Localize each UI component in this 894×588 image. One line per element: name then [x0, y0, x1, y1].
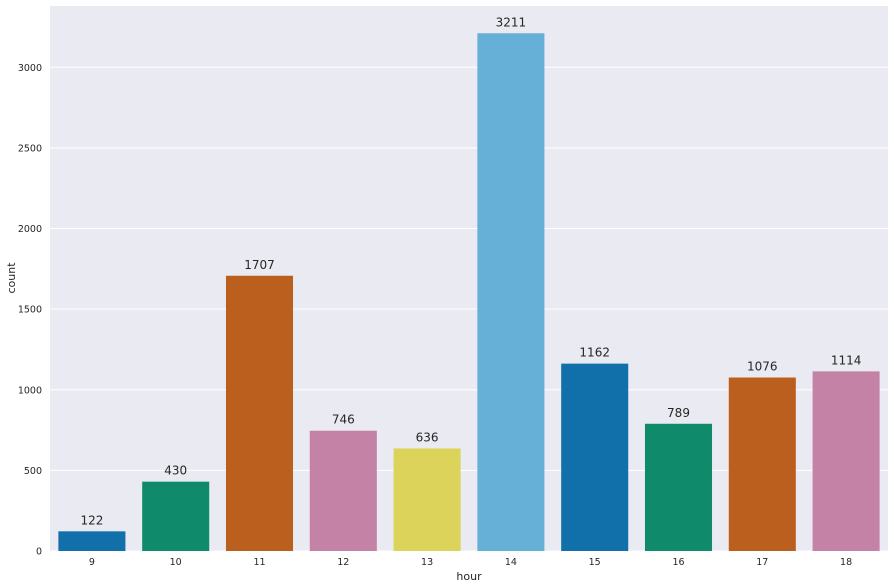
data-label-13: 636	[416, 430, 439, 444]
y-tick-label: 1500	[18, 305, 42, 316]
x-tick-label: 15	[589, 557, 601, 568]
x-tick-label: 18	[840, 557, 852, 568]
x-tick-label: 11	[253, 557, 265, 568]
y-axis-ticks: 0 500 1000 1500 2000 2500 3000	[18, 63, 42, 558]
data-label-15: 1162	[579, 346, 610, 360]
x-tick-label: 12	[337, 557, 349, 568]
y-tick-label: 3000	[18, 63, 42, 74]
bar-16	[644, 423, 713, 551]
x-tick-label: 17	[756, 557, 768, 568]
data-label-11: 1707	[244, 258, 275, 272]
bar-12	[309, 430, 377, 551]
x-tick-label: 14	[505, 557, 517, 568]
x-axis-ticks: 9 10 11 12 13 14 15 16 17 18	[89, 557, 852, 568]
bar-18	[812, 371, 880, 551]
y-tick-label: 2000	[18, 224, 42, 235]
y-tick-label: 1000	[18, 385, 42, 396]
y-tick-label: 2500	[18, 143, 42, 154]
bars	[58, 33, 880, 551]
data-label-10: 430	[164, 464, 187, 478]
bar-14	[477, 33, 545, 551]
x-tick-label: 9	[89, 557, 95, 568]
data-label-16: 789	[667, 406, 690, 420]
x-tick-label: 10	[170, 557, 182, 568]
data-label-12: 746	[332, 413, 355, 427]
x-tick-label: 16	[672, 557, 684, 568]
x-axis-label: hour	[456, 570, 482, 583]
data-label-18: 1114	[831, 353, 862, 367]
data-label-17: 1076	[747, 360, 778, 374]
bar-9	[58, 531, 126, 551]
bar-17	[728, 377, 796, 551]
y-axis-label: count	[5, 262, 18, 294]
y-tick-label: 0	[36, 547, 42, 558]
bar-10	[142, 481, 210, 551]
bar-13	[393, 448, 461, 551]
y-tick-label: 500	[24, 466, 42, 477]
bar-15	[561, 363, 629, 551]
bar-11	[225, 275, 294, 551]
x-tick-label: 13	[421, 557, 433, 568]
data-labels: 122 430 1707 746 636 3211 1162 789 1076 1114	[80, 15, 861, 527]
data-label-14: 3211	[496, 15, 527, 29]
data-label-9: 122	[80, 513, 103, 527]
